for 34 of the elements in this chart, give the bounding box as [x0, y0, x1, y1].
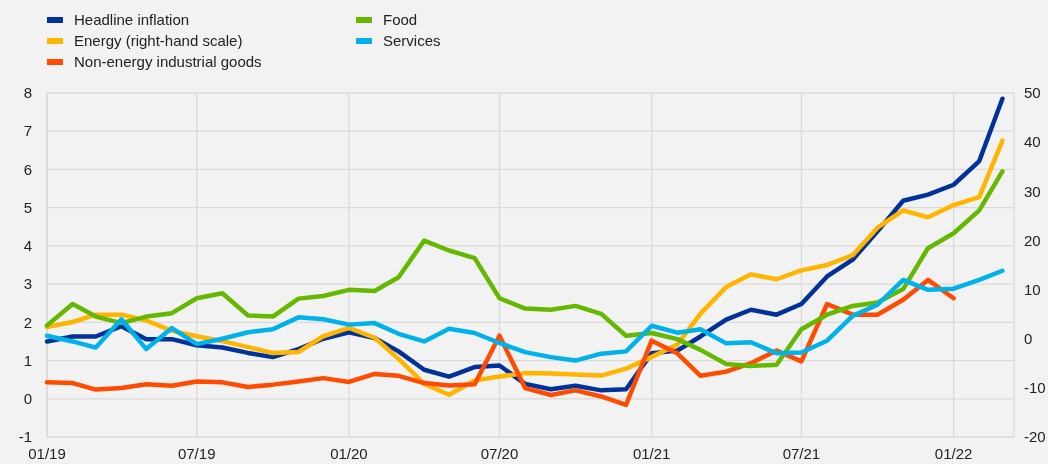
y2-tick-label: 30	[1024, 182, 1041, 200]
y-tick-label: 3	[23, 275, 32, 293]
x-tick-label: 01/22	[934, 445, 973, 462]
y-tick-label: -1	[18, 428, 32, 446]
y2-tick-label: -20	[1024, 428, 1046, 446]
y2-tick-label: 10	[1024, 280, 1041, 298]
line-series	[44, 277, 956, 408]
y-tick-label: 7	[23, 122, 32, 140]
line-series	[44, 138, 1005, 397]
x-tick-label: 07/19	[177, 445, 216, 462]
line-series	[44, 169, 1005, 369]
legend-label: Services	[383, 32, 441, 50]
y-tick-label: 2	[23, 313, 32, 331]
x-tick-label: 01/19	[28, 445, 66, 462]
y-tick-label: 6	[23, 160, 32, 178]
y2-tick-label: -10	[1024, 379, 1046, 397]
y2-tick-label: 50	[1024, 84, 1041, 102]
y-tick-label: 5	[23, 198, 32, 216]
x-tick-label: 07/20	[480, 445, 519, 462]
y2-tick-label: 0	[1024, 329, 1033, 347]
y2-tick-label: 40	[1024, 133, 1041, 151]
line-series	[44, 268, 1005, 363]
legend-label: Non-energy industrial goods	[74, 53, 262, 71]
y-tick-label: 8	[23, 84, 32, 102]
legend-label: Food	[383, 11, 418, 29]
x-tick-label: 07/21	[782, 445, 821, 462]
legend-label: Energy (right-hand scale)	[74, 32, 243, 50]
y-tick-label: 0	[23, 390, 32, 408]
y-tick-label: 1	[23, 351, 32, 369]
x-tick-label: 01/21	[632, 445, 671, 462]
y-tick-label: 4	[23, 237, 32, 255]
y2-tick-label: 20	[1024, 231, 1041, 249]
legend-label: Headline inflation	[74, 11, 190, 29]
x-tick-label: 01/20	[330, 445, 368, 462]
